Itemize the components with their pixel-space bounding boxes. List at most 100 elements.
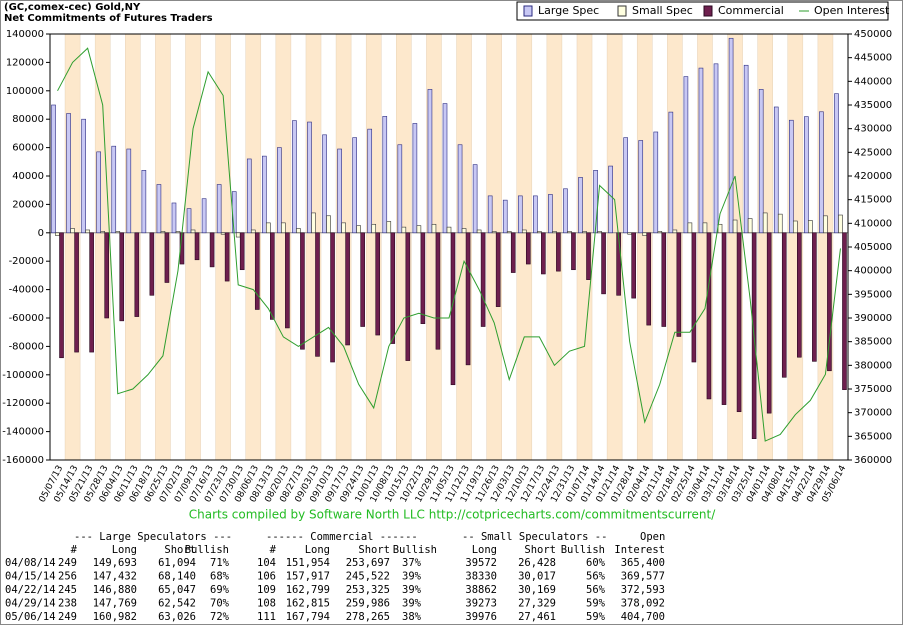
bar [789,119,794,234]
bar [691,232,697,363]
bar [175,231,181,234]
y2-tick-label: 445000 [854,53,892,64]
bar [713,63,719,234]
bar [793,220,798,234]
table-cell: 162,815 [286,598,330,610]
plot-border [49,33,849,461]
table-cell: 39% [402,571,422,583]
table-column: Bullish [185,544,229,556]
bar [371,223,377,234]
bar [533,195,538,234]
y2-tick-label: 385000 [854,337,892,348]
band-stripe [95,34,111,460]
bar [586,232,591,280]
table-cell: 167,794 [286,611,330,623]
bar [616,232,621,296]
table-cell: 59% [586,598,606,610]
bar [676,232,682,337]
bar [758,89,764,234]
bar [502,199,508,234]
table-cell: 04/29/14 [5,598,56,610]
chart-title: (GC,comex-cec) Gold,NY [4,2,141,13]
table-column: Bullish [561,544,605,556]
bar [356,225,361,234]
table-cell: 30,169 [518,584,556,596]
table-cell: 238 [58,598,77,610]
bar [330,232,335,363]
bar [766,232,772,414]
bar [747,218,753,234]
table-column: # [71,544,78,556]
bar [367,128,373,234]
y-tick-label: -100000 [2,370,44,381]
chart-subtitle: Net Commitments of Futures Traders [4,13,213,24]
bar [250,229,256,234]
bar [808,220,813,234]
bar [201,198,207,234]
bar [74,232,79,353]
y2-tick-label: 375000 [854,384,892,395]
bar [104,232,109,319]
table-cell: 39976 [465,611,497,623]
y-tick-label: 120000 [6,57,44,68]
bar [506,231,512,234]
table-cell: 59% [586,611,606,623]
table-cell: 71% [210,557,230,569]
bar [698,67,704,234]
bar [345,232,350,346]
bar [51,104,56,234]
table-column: Long [305,544,330,556]
bar [552,231,557,234]
bar [646,232,652,326]
bar [235,232,241,238]
bar [311,212,316,234]
bar [627,232,632,235]
bar [608,165,613,234]
bar [126,148,132,234]
table-cell: 26,428 [518,557,556,569]
table-cell: 109 [257,584,276,596]
y-tick-label: -160000 [2,455,44,466]
table-cell: 30,017 [518,571,556,583]
legend-swatch [703,5,713,17]
y2-tick-label: 400000 [854,266,892,277]
bar [457,144,463,234]
table-cell: 39% [402,598,422,610]
bar [59,232,64,359]
band-stripe [245,34,261,460]
band-stripe [125,34,141,460]
bar [115,231,121,234]
y2-tick-label: 395000 [854,289,892,300]
legend-label: Large Spec [538,4,599,17]
legend-swatch [523,5,533,17]
bar [224,232,230,282]
bar [668,111,674,234]
bar [563,188,568,234]
legend-box [516,1,889,21]
legend-swatch [617,5,627,17]
y-tick-label: 60000 [12,143,44,154]
y2-tick-label: 440000 [854,76,892,87]
bar [397,144,403,234]
bar [537,231,542,234]
bar [683,76,689,234]
bar [270,232,275,320]
bar [285,232,290,329]
table-cell: 162,799 [286,584,330,596]
bar [96,151,101,234]
bar [446,226,452,234]
bar [834,93,839,234]
bar [812,232,817,362]
bar [111,145,117,234]
bar [653,131,659,234]
y2-tick-label: 405000 [854,242,892,253]
bar [661,232,667,327]
table-cell: 249 [58,611,77,623]
bar [476,229,482,234]
bar [360,232,365,327]
bar [631,232,636,299]
table-column: Short [164,544,196,556]
table-cell: 278,265 [346,611,390,623]
bar [246,158,252,234]
